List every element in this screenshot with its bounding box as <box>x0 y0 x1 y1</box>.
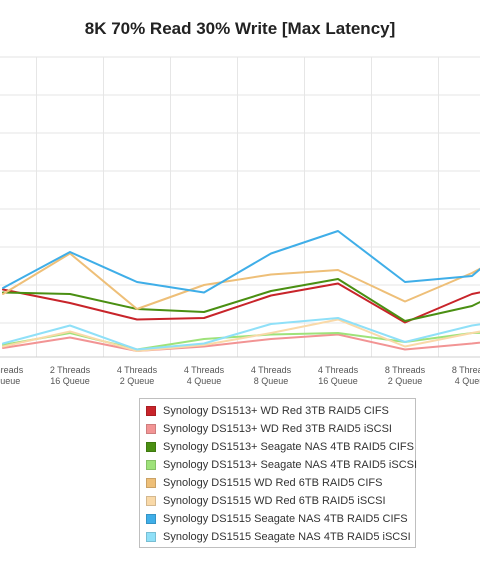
x-tick-label: 4 Threads 8 Queue <box>251 365 292 386</box>
series-line-1 <box>2 282 480 324</box>
series-line-2 <box>2 333 480 352</box>
legend-label: Synology DS1513+ Seagate NAS 4TB RAID5 C… <box>163 441 414 453</box>
legend-item[interactable]: Synology DS1513+ WD Red 3TB RAID5 iSCSI <box>146 420 415 438</box>
series-line-6 <box>2 318 480 352</box>
legend-label: Synology DS1513+ WD Red 3TB RAID5 iSCSI <box>163 423 392 435</box>
legend-label: Synology DS1515 WD Red 6TB RAID5 iSCSI <box>163 495 386 507</box>
legend-label: Synology DS1513+ Seagate NAS 4TB RAID5 i… <box>163 459 418 471</box>
chart-title: 8K 70% Read 30% Write [Max Latency] <box>84 19 396 38</box>
x-tick-label: 4 Threads 4 Queue <box>184 365 225 386</box>
series-line-3 <box>2 278 480 322</box>
legend-label: Synology DS1515 WD Red 6TB RAID5 CIFS <box>163 477 383 489</box>
legend-swatch <box>146 532 156 542</box>
series-line-7 <box>2 230 480 294</box>
legend-swatch <box>146 406 156 416</box>
legend-swatch <box>146 514 156 524</box>
series-line-5 <box>2 252 480 310</box>
legend-swatch <box>146 478 156 488</box>
series-lines <box>2 230 480 352</box>
legend-item[interactable]: Synology DS1515 Seagate NAS 4TB RAID5 iS… <box>146 528 415 546</box>
x-tick-label: 4 Threads 16 Queue <box>318 365 359 386</box>
legend-swatch <box>146 424 156 434</box>
legend-item[interactable]: Synology DS1515 WD Red 6TB RAID5 iSCSI <box>146 492 415 510</box>
grid-lines <box>0 56 480 358</box>
legend-label: Synology DS1515 Seagate NAS 4TB RAID5 CI… <box>163 513 408 525</box>
legend: Synology DS1513+ WD Red 3TB RAID5 CIFS Sy… <box>139 398 418 548</box>
legend-item[interactable]: Synology DS1515 Seagate NAS 4TB RAID5 CI… <box>146 510 415 528</box>
legend-item[interactable]: Synology DS1513+ WD Red 3TB RAID5 CIFS <box>146 402 415 420</box>
legend-label: Synology DS1515 Seagate NAS 4TB RAID5 iS… <box>163 531 411 543</box>
series-line-8 <box>2 317 480 351</box>
x-tick-label: 2 Threads 16 Queue <box>50 365 91 386</box>
x-tick-label: 4 Threads 2 Queue <box>117 365 158 386</box>
legend-item[interactable]: Synology DS1513+ Seagate NAS 4TB RAID5 C… <box>146 438 415 456</box>
legend-item[interactable]: Synology DS1515 WD Red 6TB RAID5 CIFS <box>146 474 415 492</box>
x-tick-label: 8 Threads 2 Queue <box>385 365 426 386</box>
legend-item[interactable]: Synology DS1513+ Seagate NAS 4TB RAID5 i… <box>146 456 418 474</box>
legend-label: Synology DS1513+ WD Red 3TB RAID5 CIFS <box>163 405 389 417</box>
legend-swatch <box>146 460 156 470</box>
legend-swatch <box>146 442 156 452</box>
legend-swatch <box>146 496 156 506</box>
